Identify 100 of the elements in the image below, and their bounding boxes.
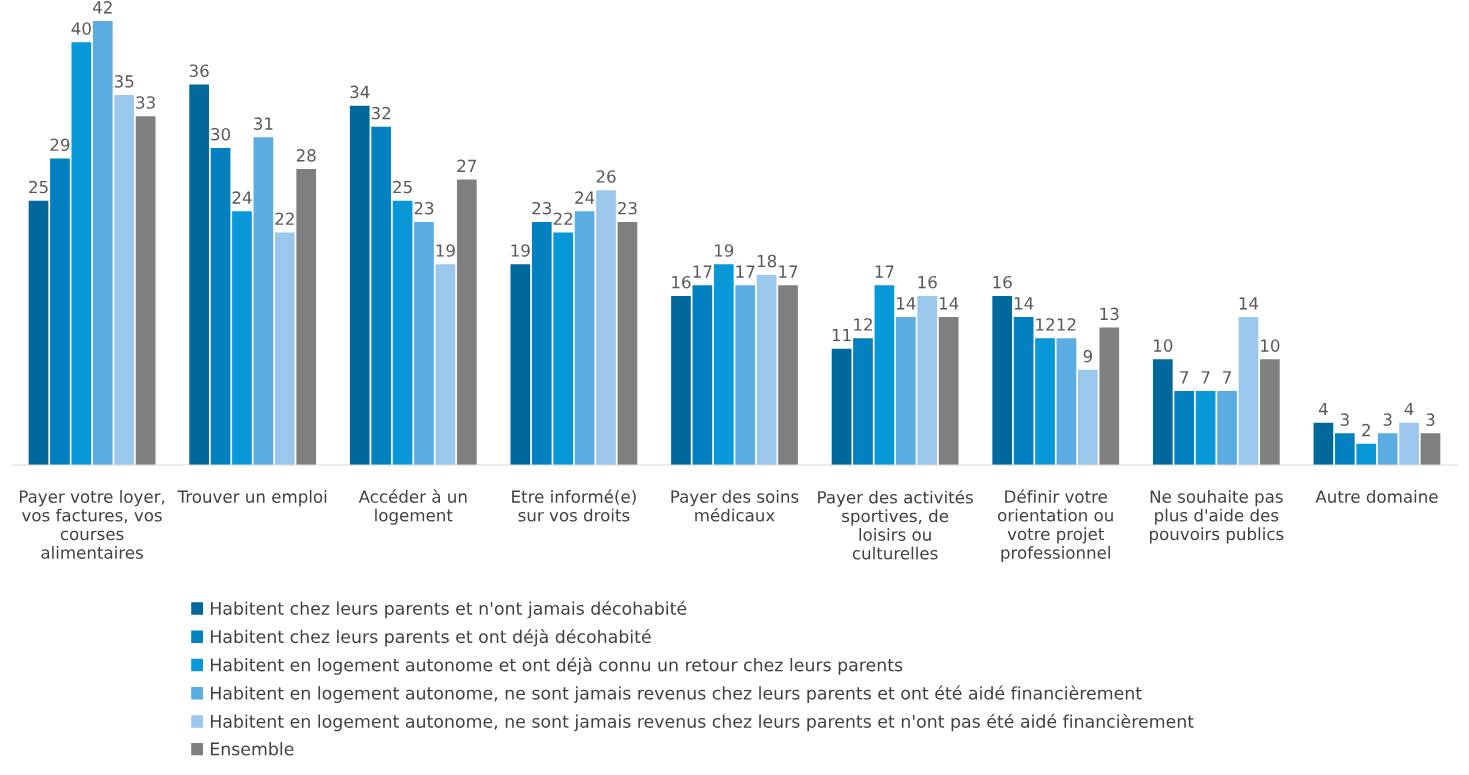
data-label: 17	[779, 265, 798, 278]
data-label: 14	[897, 297, 916, 310]
x-tick-label: Accéder à un logement	[358, 489, 467, 525]
bar	[435, 264, 456, 465]
data-label: 3	[1340, 413, 1349, 426]
data-label: 14	[1239, 297, 1259, 310]
data-label: 23	[414, 201, 434, 215]
bar	[1377, 433, 1398, 465]
data-label: 29	[50, 138, 70, 152]
data-label: 3	[1383, 413, 1392, 426]
data-label: 12	[854, 318, 872, 331]
bar	[756, 274, 777, 465]
bar	[1217, 391, 1237, 465]
data-label: 13	[1100, 307, 1119, 321]
data-label: 33	[136, 96, 155, 109]
data-label: 16	[918, 275, 937, 289]
data-label: 14	[1014, 297, 1034, 310]
bar	[371, 126, 392, 465]
bar	[296, 169, 317, 465]
data-label: 27	[457, 159, 476, 172]
bar	[1056, 338, 1077, 465]
x-tick-label: Payer des activités sportives, de loisirs ou culturelles	[818, 490, 973, 560]
x-tick-label: Définir votre orientation ou votre projet professionnel	[998, 489, 1113, 563]
legend-label: Habitent en logement autonome, ne sont jamais revenus chez leurs parents et n'ont pas été aidé financièrement	[210, 713, 1194, 732]
bar	[671, 295, 691, 465]
bar	[232, 211, 252, 465]
x-tick-label: Payer votre loyer, vos factures, vos courses alimentaires	[19, 490, 165, 559]
bar	[853, 338, 873, 465]
legend-label: Ensemble	[210, 742, 294, 756]
bar	[553, 232, 574, 465]
data-label: 19	[715, 244, 734, 257]
bar	[392, 200, 413, 465]
bar	[92, 21, 113, 465]
data-label: 25	[393, 180, 412, 194]
bar	[938, 317, 959, 465]
data-label: 19	[436, 244, 455, 257]
data-label: 4	[1404, 402, 1414, 416]
bar	[1099, 327, 1120, 465]
data-label: 40	[71, 22, 91, 35]
data-label: 42	[92, 1, 112, 14]
bar	[831, 348, 852, 465]
data-label: 32	[371, 106, 391, 120]
data-label: 22	[275, 212, 294, 225]
x-tick-label: Etre informé(e) sur vos droits	[512, 489, 636, 522]
legend-label: Habitent en logement autonome et ont déjà connu un retour chez leurs parents	[210, 657, 903, 675]
bar	[874, 285, 895, 465]
data-label: 16	[993, 275, 1012, 289]
data-label: 2	[1362, 423, 1370, 437]
bar	[617, 221, 638, 465]
bar	[189, 84, 209, 465]
bar	[349, 105, 370, 465]
data-label: 31	[254, 117, 273, 130]
data-label: 4	[1318, 402, 1328, 416]
bar	[210, 147, 231, 465]
data-label: 22	[553, 212, 573, 225]
bar	[28, 200, 49, 465]
data-label: 19	[511, 244, 530, 257]
data-label: 34	[350, 85, 370, 99]
bar	[596, 190, 616, 465]
data-label: 7	[1223, 371, 1231, 384]
legend-label: Habitent chez leurs parents et ont déjà décohabité	[210, 629, 651, 647]
data-label: 12	[1057, 318, 1076, 331]
data-label: 30	[211, 127, 231, 141]
data-label: 10	[1261, 339, 1280, 352]
data-label: 36	[189, 64, 209, 78]
bar	[1260, 359, 1280, 465]
data-label: 17	[693, 265, 712, 278]
bar	[917, 295, 938, 465]
data-label: 23	[532, 201, 552, 215]
bar	[135, 116, 156, 465]
legend-label: Habitent chez leurs parents et n'ont jamais décohabité	[210, 600, 687, 619]
data-label: 14	[939, 297, 959, 310]
bar	[510, 264, 531, 465]
bar	[1334, 433, 1355, 465]
bar	[1356, 443, 1377, 465]
bar	[274, 232, 295, 465]
data-label: 28	[296, 149, 316, 162]
bar	[456, 179, 477, 465]
data-label: 9	[1083, 349, 1092, 363]
bar	[692, 285, 713, 465]
data-label: 10	[1154, 339, 1173, 352]
bar	[1195, 391, 1216, 465]
data-label: 24	[232, 191, 252, 204]
data-label: 35	[114, 75, 134, 88]
bar	[1174, 391, 1195, 465]
data-label: 24	[575, 191, 595, 204]
data-label: 26	[596, 170, 616, 183]
bar	[253, 137, 274, 465]
data-label: 16	[672, 275, 691, 289]
bar	[895, 317, 916, 465]
bar	[1152, 359, 1173, 465]
bar	[531, 221, 552, 465]
bar	[1313, 422, 1334, 465]
data-label: 17	[875, 265, 894, 278]
bar	[1077, 369, 1098, 465]
data-label: 7	[1180, 371, 1189, 384]
bar	[992, 295, 1013, 465]
data-label: 3	[1426, 413, 1435, 426]
bar	[574, 211, 595, 465]
bar	[1420, 433, 1441, 465]
